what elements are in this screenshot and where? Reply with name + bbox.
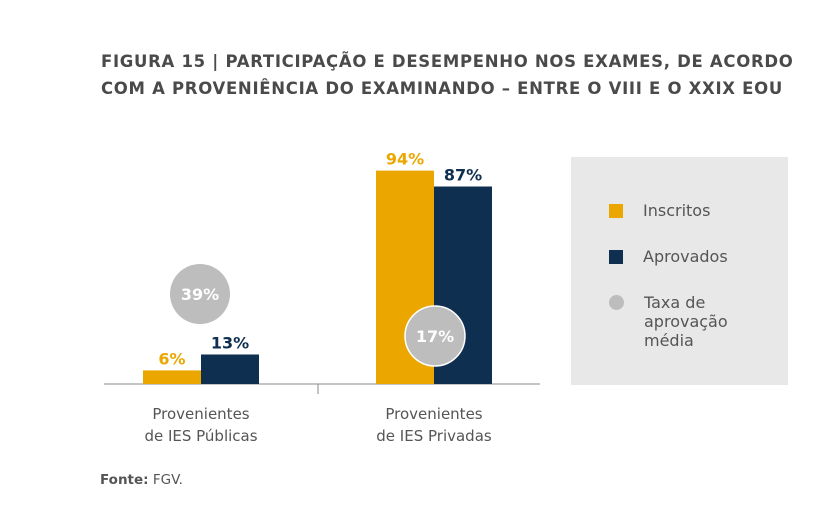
approval-rate-circle-0	[170, 264, 230, 324]
approval-rate-label-0: 39%	[181, 285, 219, 304]
data-label-aprovados-1: 87%	[444, 166, 482, 185]
category-label-1-line-0: Provenientes	[385, 405, 482, 423]
legend-swatch-taxa	[609, 295, 624, 310]
source-text: FGV.	[152, 472, 183, 488]
category-label-0-line-0: Provenientes	[152, 405, 249, 423]
chart-title: FIGURA 15 | PARTICIPAÇÃO E DESEMPENHO NO…	[101, 48, 794, 102]
legend: Inscritos Aprovados Taxa de aprovação mé…	[571, 157, 788, 385]
category-label-1-line-1: de IES Privadas	[376, 427, 492, 445]
legend-label-inscritos: Inscritos	[643, 201, 711, 220]
source-label: Fonte:	[100, 472, 149, 488]
bar-inscritos-0	[143, 370, 201, 384]
legend-label-aprovados: Aprovados	[643, 247, 728, 266]
bar-aprovados-0	[201, 354, 259, 384]
approval-rate-label-1: 17%	[416, 327, 454, 346]
source-note: Fonte: FGV.	[100, 472, 183, 488]
legend-label-taxa: Taxa de aprovação média	[644, 293, 728, 350]
bar-chart: 6% 13% Provenientes de IES Públicas 94% 87% Pr…	[104, 150, 540, 445]
data-label-inscritos-1: 94%	[386, 150, 424, 169]
approval-rate-circle-1	[404, 305, 466, 367]
legend-item-inscritos: Inscritos	[609, 201, 710, 220]
legend-item-taxa: Taxa de aprovação média	[609, 293, 734, 350]
category-label-0-line-1: de IES Públicas	[144, 427, 257, 445]
chart-title-line-1: FIGURA 15 | PARTICIPAÇÃO E DESEMPENHO NO…	[101, 52, 794, 71]
data-label-inscritos-0: 6%	[158, 349, 185, 368]
legend-swatch-aprovados	[609, 250, 623, 264]
chart-title-line-2: COM A PROVENIÊNCIA DO EXAMINANDO – ENTRE…	[101, 79, 783, 98]
legend-swatch-inscritos	[609, 204, 623, 218]
legend-item-aprovados: Aprovados	[609, 247, 728, 266]
data-label-aprovados-0: 13%	[211, 333, 249, 352]
